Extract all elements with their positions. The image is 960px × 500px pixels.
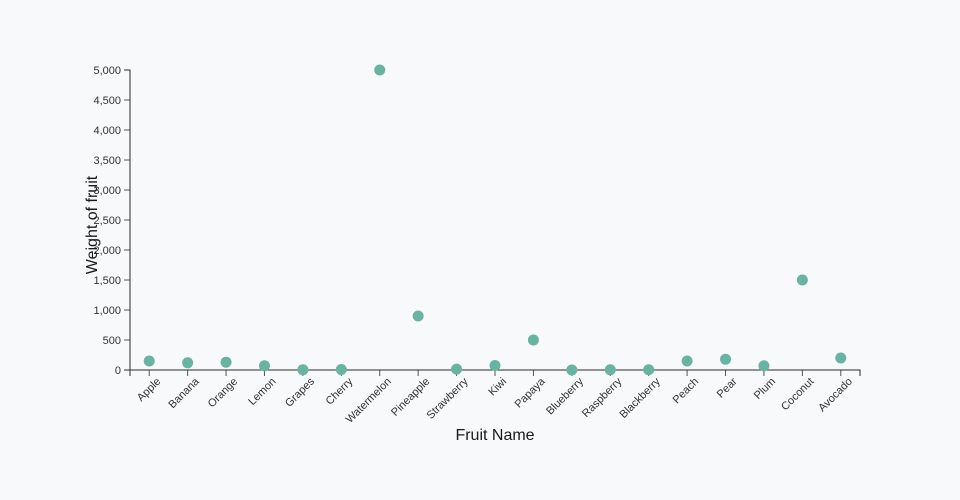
- data-point-blackberry: [643, 364, 655, 376]
- x-tick-label-strawberry: Strawberry: [425, 375, 471, 421]
- data-point-pineapple: [412, 310, 424, 322]
- data-point-blueberry: [566, 364, 578, 376]
- y-tick-label: 500: [103, 335, 121, 347]
- y-tick-label: 2,000: [93, 245, 121, 257]
- y-tick-label: 0: [115, 365, 121, 377]
- x-tick-label-cherry: Cherry: [324, 375, 356, 407]
- y-tick-label: 4,500: [93, 95, 121, 107]
- data-point-papaya: [527, 334, 539, 346]
- plot-area: 0 500 1,000 1,500 2,000 2,500 3,000 3,500 4,000 4…: [93, 64, 861, 426]
- x-axis-title: Fruit Name: [455, 427, 534, 444]
- y-axis-title: Weight of fruit: [84, 175, 101, 274]
- x-tick-label-banana: Banana: [166, 375, 202, 411]
- y-tick-label: 3,000: [93, 185, 121, 197]
- y-tick-label: 1,000: [93, 305, 121, 317]
- x-tick-label-plum: Plum: [752, 376, 778, 402]
- x-tick-label-peach: Peach: [671, 376, 702, 407]
- x-tick-label-orange: Orange: [206, 376, 240, 410]
- y-axis-line: [124, 69, 131, 371]
- y-tick-label: 2,500: [93, 215, 121, 227]
- data-point-pear: [720, 353, 732, 365]
- x-tick-label-apple: Apple: [135, 376, 163, 404]
- x-tick-label-lemon: Lemon: [246, 376, 278, 408]
- y-tick-label: 5,000: [93, 65, 121, 77]
- data-point-banana: [182, 357, 194, 369]
- data-point-avocado: [835, 352, 847, 364]
- data-point-lemon: [258, 360, 270, 372]
- data-point-raspberry: [604, 364, 616, 376]
- y-tick-label: 3,500: [93, 155, 121, 167]
- x-tick-label-papaya: Papaya: [513, 375, 548, 410]
- data-point-cherry: [335, 364, 347, 376]
- x-tick-label-avocado: Avocado: [816, 376, 855, 415]
- x-tick-label-kiwi: Kiwi: [486, 376, 509, 399]
- data-point-strawberry: [451, 363, 463, 375]
- data-point-peach: [681, 355, 693, 367]
- x-tick-label-pear: Pear: [715, 375, 740, 400]
- y-tick-label: 1,500: [93, 275, 121, 287]
- x-tick-label-grapes: Grapes: [283, 375, 317, 409]
- data-point-coconut: [796, 274, 808, 286]
- x-tick-label-coconut: Coconut: [779, 376, 816, 413]
- y-tick-label: 4,000: [93, 125, 121, 137]
- data-point-watermelon: [374, 64, 386, 76]
- data-point-orange: [220, 356, 232, 368]
- data-point-apple: [143, 355, 155, 367]
- data-point-kiwi: [489, 360, 501, 371]
- x-tick-label-blackberry: Blackberry: [618, 375, 664, 421]
- data-point-plum: [758, 360, 770, 372]
- data-point-grapes: [297, 364, 309, 376]
